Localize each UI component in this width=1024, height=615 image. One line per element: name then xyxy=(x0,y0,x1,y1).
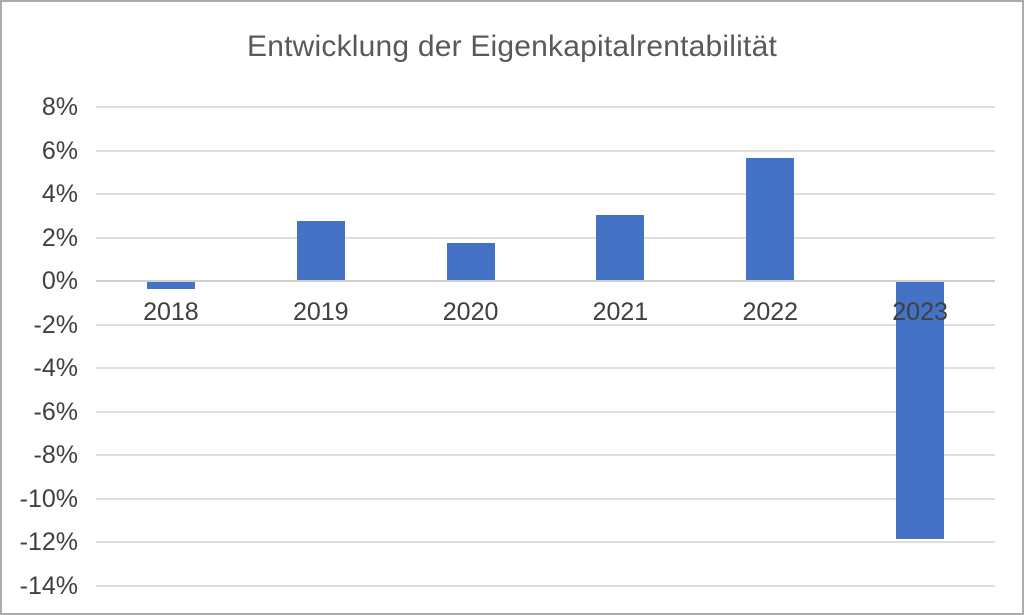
gridline xyxy=(96,323,995,326)
gridline xyxy=(96,541,995,543)
y-tick-label: -10% xyxy=(19,484,78,513)
gridline xyxy=(96,584,995,587)
gridline xyxy=(96,367,995,369)
gridline xyxy=(96,236,995,239)
gridline xyxy=(96,454,995,456)
x-category-label-2019: 2019 xyxy=(292,298,349,326)
gridline xyxy=(96,149,995,152)
zero-axis-line xyxy=(96,280,995,282)
y-tick-label: -14% xyxy=(19,571,78,600)
y-tick-label: -6% xyxy=(33,397,78,426)
bar-2019 xyxy=(296,221,345,280)
y-tick-label: 6% xyxy=(41,136,78,165)
gridline xyxy=(96,193,995,195)
x-category-label-2021: 2021 xyxy=(592,298,649,326)
x-category-label-2022: 2022 xyxy=(742,298,799,326)
y-tick-label: 0% xyxy=(41,267,78,295)
y-tick-label: -2% xyxy=(33,310,78,339)
y-tick-label: -8% xyxy=(33,441,78,469)
bar-2020 xyxy=(446,243,495,280)
bar-2023 xyxy=(896,282,945,539)
y-tick-label: -4% xyxy=(33,354,78,382)
y-tick-label: -12% xyxy=(19,528,78,556)
gridline xyxy=(96,410,995,413)
y-tick-label: 8% xyxy=(41,93,78,121)
x-category-label-2018: 2018 xyxy=(143,298,199,326)
gridline xyxy=(96,497,995,500)
bar-2022 xyxy=(746,158,795,280)
bar-2021 xyxy=(596,214,645,280)
gridline xyxy=(96,106,995,108)
y-tick-label: 2% xyxy=(41,223,78,252)
y-tick-label: 4% xyxy=(41,180,78,208)
bar-2018 xyxy=(146,282,195,289)
chart-title: Entwicklung der Eigenkapitalrentabilität xyxy=(247,30,777,63)
x-category-label-2023: 2023 xyxy=(892,298,948,326)
x-category-label-2020: 2020 xyxy=(442,298,499,326)
